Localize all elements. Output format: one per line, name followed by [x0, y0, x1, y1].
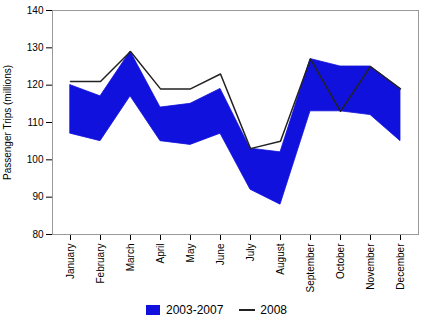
- svg-text:140: 140: [27, 5, 44, 16]
- svg-text:Passenger Trips (millions): Passenger Trips (millions): [2, 65, 13, 180]
- svg-text:November: November: [365, 243, 376, 290]
- svg-text:December: December: [395, 243, 406, 290]
- svg-text:September: September: [305, 243, 316, 293]
- svg-text:June: June: [215, 243, 226, 265]
- svg-text:March: March: [125, 244, 136, 272]
- svg-text:80: 80: [32, 229, 44, 240]
- svg-text:January: January: [65, 244, 76, 280]
- svg-text:90: 90: [32, 191, 44, 202]
- svg-text:May: May: [185, 244, 196, 263]
- svg-text:130: 130: [27, 42, 44, 53]
- html-text:2003-2007: 2003-2007: [166, 303, 224, 317]
- svg-text:April: April: [155, 244, 166, 264]
- svg-text:July: July: [245, 244, 256, 262]
- svg-text:100: 100: [27, 154, 44, 165]
- html-text:2008: 2008: [260, 303, 287, 317]
- svg-text:120: 120: [27, 79, 44, 90]
- svg-text:110: 110: [28, 117, 44, 128]
- svg-text:August: August: [275, 243, 286, 274]
- svg-text:October: October: [335, 243, 346, 279]
- svg-text:February: February: [95, 244, 106, 284]
